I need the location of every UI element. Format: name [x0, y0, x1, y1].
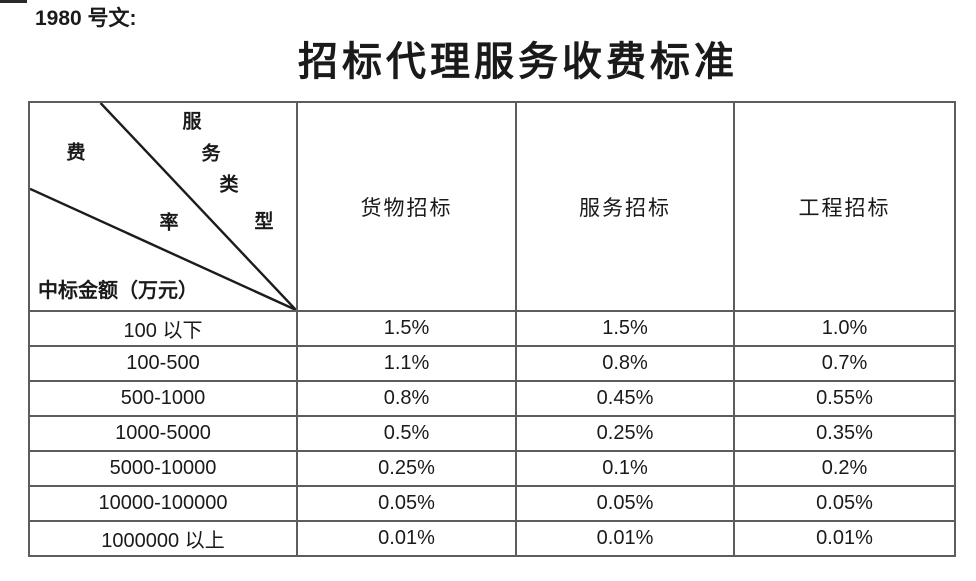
column-header-works: 工程招标 [733, 101, 956, 312]
scan-artifact-line [0, 0, 27, 3]
rate-cell: 0.1% [515, 450, 735, 487]
rate-cell: 0.25% [515, 415, 735, 452]
rate-cell: 0.8% [296, 380, 517, 417]
doc-number-label: 1980 号文: [35, 7, 137, 30]
amount-range-cell: 500-1000 [28, 380, 298, 417]
table-row: 1000-5000 0.5% 0.25% 0.35% [28, 415, 956, 452]
table-row: 100 以下 1.5% 1.5% 1.0% [28, 310, 956, 347]
amount-range-cell: 100-500 [28, 345, 298, 382]
corner-label-fee-char-1: 费 [66, 142, 86, 164]
column-header-goods: 货物招标 [296, 101, 517, 312]
rate-cell: 0.45% [515, 380, 735, 417]
corner-label-service-char-1: 服 [182, 111, 202, 133]
rate-cell: 0.35% [733, 415, 956, 452]
corner-label-service-char-2: 务 [201, 143, 221, 165]
column-header-services: 服务招标 [515, 101, 735, 312]
amount-range-cell: 1000000 以上 [28, 520, 298, 557]
rate-cell: 1.1% [296, 345, 517, 382]
rate-cell: 0.8% [515, 345, 735, 382]
table-row: 10000-100000 0.05% 0.05% 0.05% [28, 485, 956, 522]
fee-table: 费 率 服 务 类 型 中标金额（万元） 货物招标 服务招标 工程招标 100 … [28, 101, 956, 557]
table-row: 500-1000 0.8% 0.45% 0.55% [28, 380, 956, 417]
rate-cell: 1.5% [296, 310, 517, 347]
rate-cell: 0.55% [733, 380, 956, 417]
corner-label-amount: 中标金额（万元） [38, 280, 198, 302]
table-row: 5000-10000 0.25% 0.1% 0.2% [28, 450, 956, 487]
amount-range-cell: 100 以下 [28, 310, 298, 347]
rate-cell: 0.05% [296, 485, 517, 522]
rate-cell: 0.5% [296, 415, 517, 452]
diagonal-header-cell: 费 率 服 务 类 型 中标金额（万元） [28, 101, 298, 312]
rate-cell: 0.01% [733, 520, 956, 557]
corner-label-service-char-3: 类 [219, 174, 239, 196]
page-title: 招标代理服务收费标准 [298, 39, 738, 84]
rate-cell: 0.25% [296, 450, 517, 487]
rate-cell: 1.0% [733, 310, 956, 347]
amount-range-cell: 5000-10000 [28, 450, 298, 487]
rate-cell: 0.05% [515, 485, 735, 522]
amount-range-cell: 10000-100000 [28, 485, 298, 522]
corner-label-service-char-4: 型 [254, 211, 274, 233]
diagonal-lines [31, 104, 295, 309]
rate-cell: 0.01% [515, 520, 735, 557]
rate-cell: 0.01% [296, 520, 517, 557]
rate-cell: 1.5% [515, 310, 735, 347]
rate-cell: 0.7% [733, 345, 956, 382]
table-row: 1000000 以上 0.01% 0.01% 0.01% [28, 520, 956, 557]
corner-label-fee-char-2: 率 [159, 212, 179, 234]
rate-cell: 0.05% [733, 485, 956, 522]
table-row: 100-500 1.1% 0.8% 0.7% [28, 345, 956, 382]
header-row: 费 率 服 务 类 型 中标金额（万元） 货物招标 服务招标 工程招标 [28, 101, 956, 312]
rate-cell: 0.2% [733, 450, 956, 487]
amount-range-cell: 1000-5000 [28, 415, 298, 452]
